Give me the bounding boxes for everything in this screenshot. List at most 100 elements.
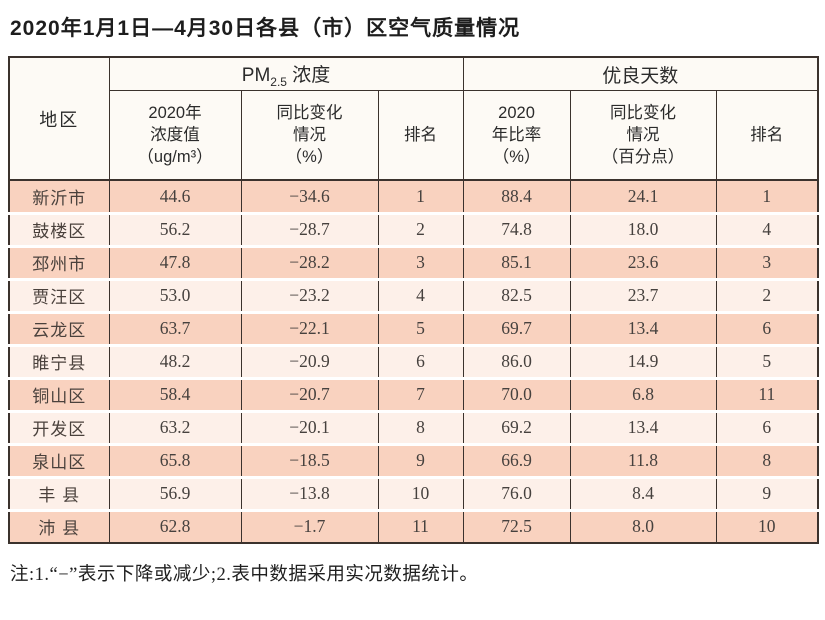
header-days-rate: 2020 年比率 （%） [462, 90, 571, 181]
cell-region: 邳州市 [8, 246, 110, 279]
cell-days-change: 24.1 [569, 180, 717, 213]
table-row: 泉山区 65.8 −18.5 9 66.9 11.8 8 [8, 444, 819, 477]
header-pm-change: 同比变化 情况 （%） [240, 90, 379, 181]
cell-days-rate: 69.2 [462, 411, 571, 444]
cell-days-change: 23.7 [569, 279, 717, 312]
cell-days-change: 8.4 [569, 477, 717, 510]
cell-days-rate: 82.5 [462, 279, 571, 312]
cell-pm-value: 44.6 [108, 180, 242, 213]
page-title: 2020年1月1日—4月30日各县（市）区空气质量情况 [10, 17, 521, 40]
cell-days-rate: 66.9 [462, 444, 571, 477]
cell-pm-change: −13.8 [240, 477, 379, 510]
cell-days-rank: 9 [715, 477, 819, 510]
air-quality-table: 地区 PM2.5 浓度 优良天数 2020年 浓度值 （ug/m³） 同比变化 … [8, 56, 820, 544]
cell-pm-change: −22.1 [240, 312, 379, 345]
cell-days-rank: 1 [715, 180, 819, 213]
cell-days-change: 13.4 [569, 411, 717, 444]
table-row: 邳州市 47.8 −28.2 3 85.1 23.6 3 [8, 246, 819, 279]
cell-days-change: 23.6 [569, 246, 717, 279]
cell-days-rank: 5 [715, 345, 819, 378]
header-region: 地区 [8, 57, 110, 181]
table-row: 沛 县 62.8 −1.7 11 72.5 8.0 10 [8, 510, 819, 543]
cell-pm-value: 47.8 [108, 246, 242, 279]
cell-pm-change: −34.6 [240, 180, 379, 213]
cell-region: 泉山区 [8, 444, 110, 477]
cell-pm-change: −18.5 [240, 444, 379, 477]
cell-days-rate: 69.7 [462, 312, 571, 345]
table-row: 睢宁县 48.2 −20.9 6 86.0 14.9 5 [8, 345, 819, 378]
cell-pm-rank: 1 [377, 180, 464, 213]
cell-days-change: 6.8 [569, 378, 717, 411]
cell-days-change: 18.0 [569, 213, 717, 246]
cell-region: 新沂市 [8, 180, 110, 213]
cell-pm-change: −28.7 [240, 213, 379, 246]
cell-pm-change: −20.9 [240, 345, 379, 378]
cell-region: 沛 县 [8, 510, 110, 543]
pm25-label-prefix: PM [241, 64, 271, 86]
table-row: 铜山区 58.4 −20.7 7 70.0 6.8 11 [8, 378, 819, 411]
cell-days-rank: 3 [715, 246, 819, 279]
cell-pm-rank: 11 [377, 510, 464, 543]
cell-days-change: 11.8 [569, 444, 717, 477]
cell-pm-value: 65.8 [108, 444, 242, 477]
cell-region: 云龙区 [8, 312, 110, 345]
cell-pm-value: 56.2 [108, 213, 242, 246]
pm25-label-suffix: 浓度 [286, 64, 331, 86]
cell-days-rank: 4 [715, 213, 819, 246]
cell-pm-rank: 6 [377, 345, 464, 378]
cell-days-rate: 70.0 [462, 378, 571, 411]
cell-days-rate: 76.0 [462, 477, 571, 510]
cell-days-rank: 6 [715, 411, 819, 444]
header-group-pm25: PM2.5 浓度 [108, 57, 464, 91]
table-row: 丰 县 56.9 −13.8 10 76.0 8.4 9 [8, 477, 819, 510]
cell-pm-change: −20.1 [240, 411, 379, 444]
cell-days-change: 14.9 [569, 345, 717, 378]
cell-pm-rank: 3 [377, 246, 464, 279]
table-row: 开发区 63.2 −20.1 8 69.2 13.4 6 [8, 411, 819, 444]
cell-region: 鼓楼区 [8, 213, 110, 246]
cell-pm-rank: 9 [377, 444, 464, 477]
cell-days-rate: 88.4 [462, 180, 571, 213]
cell-days-rank: 10 [715, 510, 819, 543]
cell-region: 铜山区 [8, 378, 110, 411]
cell-pm-value: 56.9 [108, 477, 242, 510]
cell-pm-rank: 5 [377, 312, 464, 345]
cell-days-rate: 85.1 [462, 246, 571, 279]
cell-pm-value: 53.0 [108, 279, 242, 312]
cell-days-rank: 11 [715, 378, 819, 411]
cell-pm-change: −20.7 [240, 378, 379, 411]
cell-pm-change: −23.2 [240, 279, 379, 312]
table-header: 地区 PM2.5 浓度 优良天数 2020年 浓度值 （ug/m³） 同比变化 … [8, 57, 819, 181]
cell-days-change: 8.0 [569, 510, 717, 543]
cell-days-rate: 72.5 [462, 510, 571, 543]
cell-days-change: 13.4 [569, 312, 717, 345]
cell-pm-value: 63.7 [108, 312, 242, 345]
header-pm-value: 2020年 浓度值 （ug/m³） [108, 90, 242, 181]
pm25-label-subscript: 2.5 [270, 74, 287, 89]
header-sub-row: 2020年 浓度值 （ug/m³） 同比变化 情况 （%） 排名 2020 年比… [9, 90, 819, 181]
footnote: 注:1.“−”表示下降或减少;2.表中数据采用实况数据统计。 [10, 565, 479, 585]
cell-pm-rank: 4 [377, 279, 464, 312]
cell-pm-change: −28.2 [240, 246, 379, 279]
cell-pm-rank: 7 [377, 378, 464, 411]
cell-region: 贾汪区 [8, 279, 110, 312]
table-row: 鼓楼区 56.2 −28.7 2 74.8 18.0 4 [8, 213, 819, 246]
cell-region: 开发区 [8, 411, 110, 444]
table-row: 贾汪区 53.0 −23.2 4 82.5 23.7 2 [8, 279, 819, 312]
table-row: 新沂市 44.6 −34.6 1 88.4 24.1 1 [8, 180, 819, 213]
cell-pm-value: 63.2 [108, 411, 242, 444]
table-body: 新沂市 44.6 −34.6 1 88.4 24.1 1 鼓楼区 56.2 −2… [8, 180, 819, 543]
cell-days-rank: 8 [715, 444, 819, 477]
cell-pm-value: 48.2 [108, 345, 242, 378]
cell-pm-value: 62.8 [108, 510, 242, 543]
header-group-good-days: 优良天数 [462, 57, 819, 91]
cell-days-rate: 86.0 [462, 345, 571, 378]
cell-pm-rank: 2 [377, 213, 464, 246]
header-group-row: 地区 PM2.5 浓度 优良天数 [8, 57, 819, 181]
cell-pm-rank: 8 [377, 411, 464, 444]
header-pm-rank: 排名 [377, 90, 464, 181]
cell-days-rate: 74.8 [462, 213, 571, 246]
header-days-change: 同比变化 情况 （百分点） [569, 90, 717, 181]
cell-days-rank: 2 [715, 279, 819, 312]
